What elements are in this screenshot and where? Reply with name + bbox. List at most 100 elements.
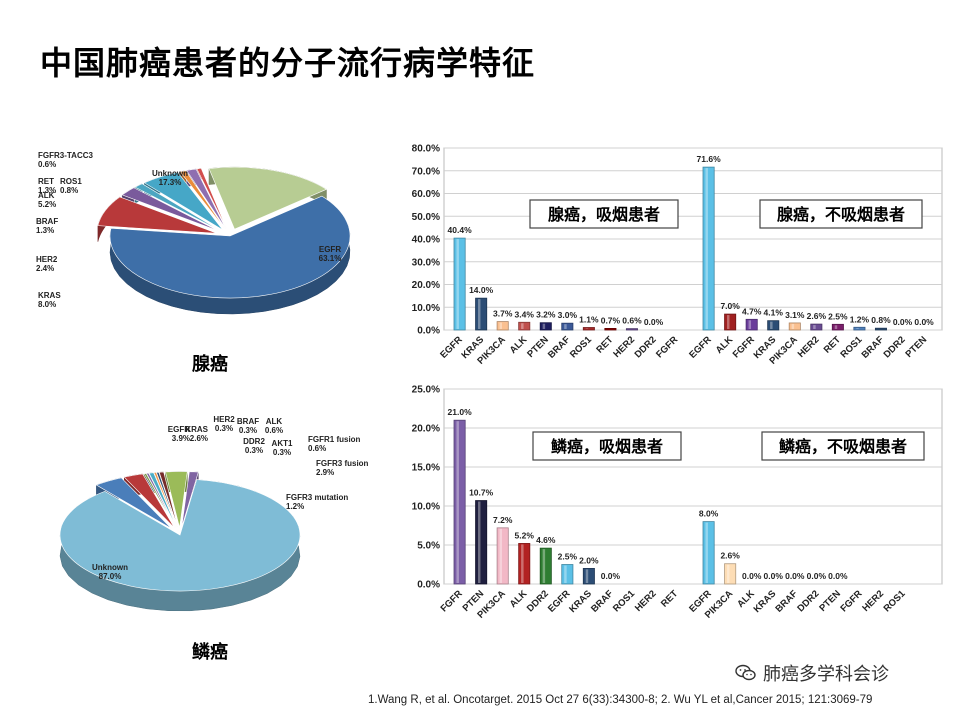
x-tick-label: ROS1 xyxy=(568,334,595,361)
bar-value-label: 3.1% xyxy=(785,310,805,320)
y-tick-label: 80.0% xyxy=(412,144,440,155)
bar-value-label: 0.0% xyxy=(644,317,664,327)
pie-slice-alk xyxy=(148,472,177,528)
pie-slice-braf xyxy=(134,183,221,231)
pie-slice-her2 xyxy=(121,187,220,232)
pie-label-braf: BRAF 1.3% xyxy=(36,217,58,235)
x-tick-label: ROS1 xyxy=(882,588,909,615)
bar-value-label: 40.4% xyxy=(448,225,473,235)
bar-highlight xyxy=(564,565,567,583)
pie-label-unknown: Unknown 87.0% xyxy=(92,563,128,581)
bar-value-label: 2.0% xyxy=(579,555,599,565)
bar-value-label: 4.6% xyxy=(536,535,556,545)
bar-value-label: 21.0% xyxy=(448,407,473,417)
y-tick-label: 0.0% xyxy=(417,580,440,591)
x-tick-label: FGFR xyxy=(838,588,864,614)
bar-ret xyxy=(604,328,617,331)
bar-kras xyxy=(767,320,780,331)
x-tick-label: FGFR xyxy=(439,588,465,614)
bar-value-label: 0.0% xyxy=(764,571,784,581)
pie-label-ddr2: DDR2 0.3% xyxy=(243,437,265,455)
pie-slice-fgfr3-tacc3 xyxy=(196,168,228,230)
bar-highlight xyxy=(478,501,481,583)
group-label: 腺癌，不吸烟患者 xyxy=(777,205,905,224)
bar-chart-squamous: 0.0% 5.0% 10.0% 15.0% 20.0% 25.0% 21.0% FGFR 10.… xyxy=(390,380,950,630)
bar-value-label: 1.1% xyxy=(579,314,599,324)
pie-slice-alk xyxy=(143,172,223,231)
bar-value-label: 7.0% xyxy=(720,301,740,311)
x-tick-label: HER2 xyxy=(796,334,822,360)
bar-value-label: 2.5% xyxy=(558,552,578,562)
x-tick-label: KRAS xyxy=(567,588,594,615)
pie-label-unknown: Unknown 17.3% xyxy=(152,169,188,187)
y-tick-label: 25.0% xyxy=(412,385,440,396)
x-tick-label: ROS1 xyxy=(611,588,638,615)
y-tick-label: 5.0% xyxy=(417,541,440,552)
pie-chart-squamous: Unknown 87.0% EGFR 3.9% KRAS 2.6% HER2 0.3% BRAF… xyxy=(30,410,380,630)
pie-adeno-svg: EGFR 63.1% KRAS 8.0% HER2 2.4% BRAF 1.3% ALK 5.2%… xyxy=(36,151,351,315)
bar-value-label: 3.0% xyxy=(558,310,578,320)
x-tick-label: EGFR xyxy=(546,588,573,615)
bar-ret xyxy=(831,323,844,331)
y-tick-label: 20.0% xyxy=(412,280,440,291)
bar-highlight xyxy=(705,168,708,329)
bar-value-label: 3.4% xyxy=(515,309,535,319)
pie-label-fgfr3-tacc3: FGFR3-TACC3 0.6% xyxy=(38,151,94,169)
bar-value-label: 8.0% xyxy=(699,509,719,519)
x-tick-label: PTEN xyxy=(903,334,929,360)
pie-slice-fgfr3-fusion xyxy=(165,471,188,528)
bar-highlight xyxy=(585,328,589,329)
group-label-box xyxy=(759,199,923,229)
y-tick-label: 50.0% xyxy=(412,212,440,223)
pie-label-egfr: EGFR 63.1% xyxy=(319,245,342,263)
pie-slice-ret xyxy=(186,168,227,230)
pie-slice-ros1 xyxy=(179,170,226,230)
group-label: 鳞癌，不吸烟患者 xyxy=(779,437,907,456)
bar-alk xyxy=(724,313,737,331)
pie-label-fgfr3-fusion: FGFR3 fusion 2.9% xyxy=(316,459,369,477)
pie-label-fgfr3-mutation: FGFR3 mutation 1.2% xyxy=(286,493,348,511)
pie-label-kras: KRAS 8.0% xyxy=(38,291,61,309)
x-tick-label: PTEN xyxy=(817,588,843,614)
bar-value-label: 3.2% xyxy=(536,310,556,320)
bar-value-label: 2.6% xyxy=(807,311,827,321)
x-tick-label: BRAF xyxy=(546,334,573,361)
x-tick-label: DDR2 xyxy=(795,588,821,614)
pie-chart-adeno: EGFR 63.1% KRAS 8.0% HER2 2.4% BRAF 1.3% ALK 5.2%… xyxy=(30,140,380,340)
y-tick-label: 40.0% xyxy=(412,235,440,246)
bar-chart-adeno: 0.0% 10.0% 20.0% 30.0% 40.0% 50.0% 60.0% 70.0% 8… xyxy=(390,138,950,378)
x-tick-label: EGFR xyxy=(687,334,714,361)
bar-highlight xyxy=(585,569,589,583)
bar-her2 xyxy=(810,323,823,331)
pie-adeno-title: 腺癌 xyxy=(192,354,228,375)
y-tick-label: 0.0% xyxy=(417,326,440,337)
bar-value-label: 0.0% xyxy=(742,571,762,581)
bar-kras xyxy=(475,297,488,331)
bar-value-label: 4.7% xyxy=(742,306,762,316)
bar-value-label: 2.6% xyxy=(720,551,740,561)
bar-highlight xyxy=(542,549,546,583)
bar-value-label: 0.0% xyxy=(807,571,827,581)
x-tick-label: FGFR xyxy=(731,334,757,360)
bar-egfr xyxy=(453,237,466,331)
y-tick-label: 70.0% xyxy=(412,166,440,177)
pie-label-braf: BRAF 0.3% xyxy=(237,417,259,435)
x-tick-label: DDR2 xyxy=(525,588,551,614)
bar-value-label: 14.0% xyxy=(469,285,494,295)
bar-value-label: 0.7% xyxy=(601,315,621,325)
bar-pik3ca xyxy=(724,563,737,585)
bar-highlight xyxy=(521,323,524,329)
bar-value-label: 0.0% xyxy=(785,571,805,581)
bar-highlight xyxy=(748,320,752,329)
bar-squamous-svg: 0.0% 5.0% 10.0% 15.0% 20.0% 25.0% 21.0% FGFR 10.… xyxy=(412,385,943,621)
y-tick-label: 10.0% xyxy=(412,502,440,513)
group-label: 鳞癌，吸烟患者 xyxy=(551,437,663,456)
pie-label-her2: HER2 0.3% xyxy=(213,415,235,433)
pie-label-kras: KRAS 2.6% xyxy=(185,425,208,443)
pie-slice-akt1 xyxy=(156,471,178,528)
bar-highlight xyxy=(813,325,816,329)
bar-pik3ca xyxy=(496,527,509,585)
x-tick-label: BRAF xyxy=(773,588,800,615)
x-tick-label: EGFR xyxy=(438,334,465,361)
x-tick-label: RET xyxy=(659,588,680,609)
